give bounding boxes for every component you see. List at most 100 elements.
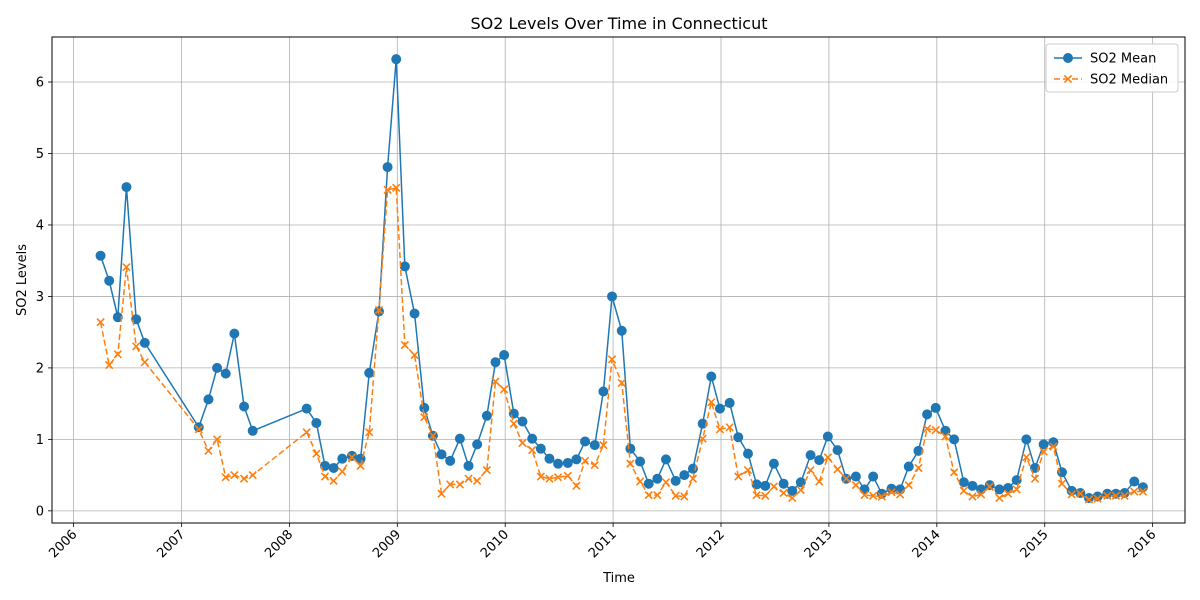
data-point — [833, 465, 842, 474]
data-point — [922, 409, 933, 420]
data-point — [984, 480, 995, 491]
data-point — [985, 482, 994, 491]
data-point — [715, 425, 725, 434]
data-point — [814, 455, 825, 466]
data-point — [670, 475, 681, 486]
y-tick-label: 3 — [36, 290, 44, 305]
data-point — [850, 471, 861, 482]
data-point — [815, 477, 824, 486]
data-point — [446, 480, 455, 489]
data-point — [1003, 489, 1013, 498]
data-point — [914, 463, 923, 473]
data-point — [626, 459, 635, 468]
data-point — [454, 433, 465, 444]
data-point — [842, 474, 851, 483]
data-point — [193, 422, 204, 433]
y-tick-label: 4 — [36, 218, 44, 233]
data-point — [823, 453, 833, 462]
plot-frame — [51, 36, 1186, 524]
x-axis-label: Time — [602, 571, 635, 586]
data-point — [707, 398, 716, 407]
x-tick-label: 2011 — [586, 527, 620, 561]
data-point — [805, 450, 816, 461]
data-point — [382, 162, 393, 173]
y-tick-label: 1 — [36, 433, 44, 448]
data-point — [940, 425, 951, 436]
data-point — [724, 397, 735, 408]
data-point — [419, 402, 430, 413]
legend: SO2 Mean SO2 Median — [1045, 43, 1179, 93]
data-point — [1003, 482, 1014, 493]
data-point — [887, 488, 896, 497]
data-point — [464, 474, 473, 483]
data-point — [221, 473, 230, 482]
chart-title: SO2 Levels Over Time in Connecticut — [471, 14, 768, 33]
data-point — [697, 418, 708, 429]
data-point — [778, 478, 789, 489]
data-point — [346, 450, 357, 461]
x-tick-label: 2013 — [802, 527, 836, 561]
data-point — [1011, 475, 1022, 486]
data-point — [795, 477, 806, 488]
data-point — [1057, 479, 1067, 488]
data-point — [779, 488, 788, 498]
data-point — [787, 485, 798, 496]
data-point — [517, 416, 528, 427]
data-point — [1039, 447, 1048, 456]
data-point — [1012, 485, 1021, 494]
y-tick-label: 6 — [36, 76, 44, 91]
data-point — [337, 453, 348, 464]
data-point — [822, 431, 833, 442]
data-point — [877, 492, 886, 501]
legend-label: SO2 Mean — [1090, 52, 1156, 67]
data-point — [788, 493, 797, 503]
data-point — [967, 480, 978, 491]
data-point — [364, 367, 375, 378]
data-point — [132, 342, 141, 351]
data-point — [653, 490, 662, 500]
data-point — [428, 431, 438, 440]
data-point — [392, 183, 401, 192]
data-point — [437, 489, 446, 498]
data-point — [347, 453, 357, 462]
data-point — [545, 474, 554, 483]
x-tick-label: 2006 — [46, 527, 80, 561]
data-point — [1111, 491, 1121, 501]
data-point — [734, 472, 743, 481]
data-point — [868, 491, 878, 501]
data-point — [761, 491, 770, 501]
data-point — [958, 477, 969, 488]
data-point — [239, 401, 250, 412]
data-point — [1120, 491, 1129, 501]
data-point — [528, 445, 537, 455]
data-point — [796, 485, 806, 495]
data-point — [1130, 487, 1139, 496]
data-point — [895, 484, 906, 495]
data-point — [752, 490, 761, 500]
data-point — [742, 448, 753, 459]
data-point — [580, 456, 590, 465]
data-point — [239, 474, 249, 483]
data-point — [365, 428, 374, 437]
data-point — [660, 454, 671, 465]
data-point — [1103, 491, 1112, 501]
y-tick-label: 5 — [36, 147, 44, 162]
data-point — [941, 432, 950, 441]
data-point — [743, 465, 753, 475]
data-point — [698, 434, 707, 443]
data-point — [995, 493, 1004, 503]
data-point — [374, 305, 384, 315]
data-point — [536, 472, 545, 481]
data-point — [1137, 482, 1148, 493]
legend-box — [1045, 43, 1179, 93]
data-point — [410, 350, 419, 360]
y-axis-label: SO2 Levels — [15, 244, 30, 316]
data-point — [769, 482, 779, 491]
data-point — [311, 417, 322, 428]
data-point — [212, 435, 222, 444]
data-point — [931, 425, 940, 435]
data-point — [616, 325, 627, 336]
data-point — [959, 486, 968, 496]
data-point — [598, 386, 609, 397]
data-point — [491, 377, 500, 386]
